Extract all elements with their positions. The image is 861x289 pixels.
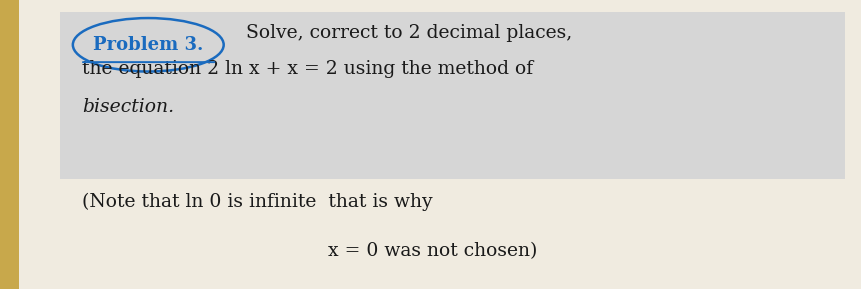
Text: x = 0 was not chosen): x = 0 was not chosen) [327,242,536,260]
FancyBboxPatch shape [60,12,844,179]
Text: (Note that ln 0 is infinite  that is why: (Note that ln 0 is infinite that is why [82,193,432,212]
Text: the equation 2 ln x + x = 2 using the method of: the equation 2 ln x + x = 2 using the me… [82,60,532,78]
FancyBboxPatch shape [0,0,19,289]
Text: Problem 3.: Problem 3. [93,36,203,54]
Text: bisection.: bisection. [82,98,174,116]
Text: Solve, correct to 2 decimal places,: Solve, correct to 2 decimal places, [245,24,571,42]
